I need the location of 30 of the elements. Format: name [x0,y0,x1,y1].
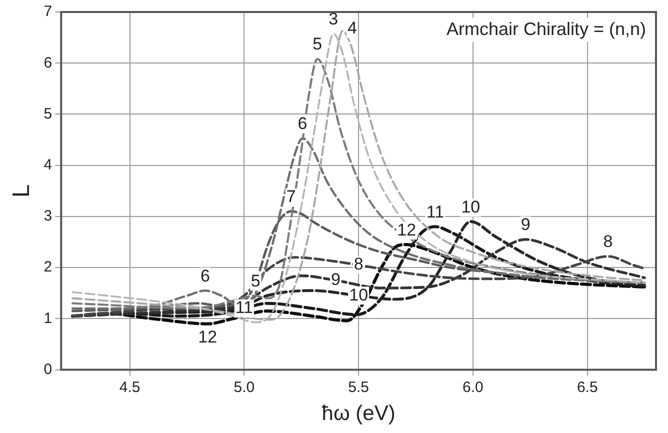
annotation: 9 [520,215,530,234]
y-tick-label: 7 [44,3,52,20]
annotation: 11 [235,298,254,318]
y-tick-label: 2 [44,258,52,276]
y-axis-title: L [8,184,36,198]
annotation: 10 [349,285,368,304]
annotation: 4 [348,18,358,38]
annotation: 8 [603,232,613,252]
x-tick-label: 5.0 [234,378,255,396]
x-tick-label: 5.5 [348,378,369,396]
x-tick-label: 6.5 [576,378,598,396]
annotation: Armchair Chirality = (n,n) [446,18,646,39]
annotation: 12 [397,220,416,240]
y-tick-label: 0 [44,360,52,378]
annotation: 7 [286,187,296,206]
y-tick-label: 5 [44,105,52,122]
y-tick-label: 4 [44,156,52,174]
annotation: 11 [426,202,444,222]
x-tick-label: 6.0 [462,378,484,396]
y-tick-label: 1 [44,310,52,327]
annotation: 10 [461,197,480,216]
y-tick-label: 6 [44,54,52,72]
annotation: 5 [312,34,322,54]
x-axis-title: ħω (eV) [322,402,396,426]
annotation: 3 [328,10,338,29]
annotation: 12 [198,327,218,346]
y-tick-label: 3 [44,208,52,225]
annotation: 6 [298,114,308,133]
annotation: 6 [200,266,210,286]
x-tick-label: 4.5 [119,378,140,396]
